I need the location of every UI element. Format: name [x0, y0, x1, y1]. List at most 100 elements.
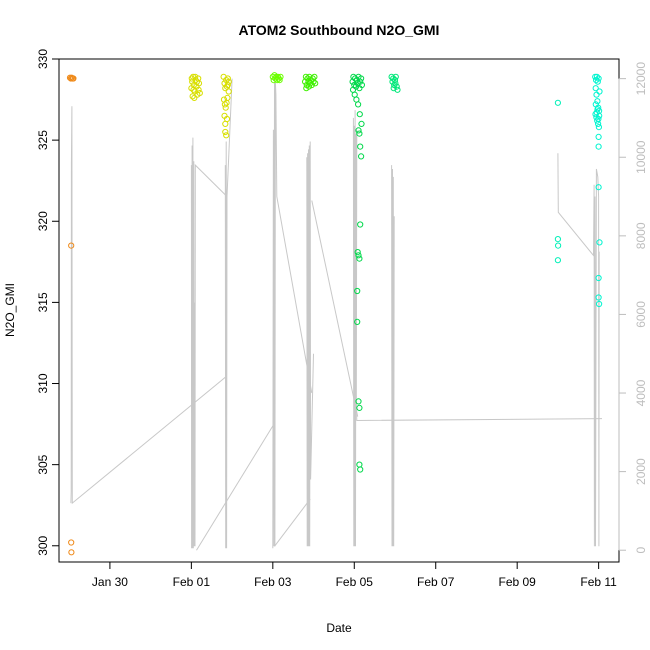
- data-point: [355, 101, 362, 108]
- data-point: [554, 257, 562, 264]
- data-point: [595, 294, 602, 301]
- data-point: [224, 81, 231, 89]
- data-point: [595, 133, 602, 140]
- data-point: [593, 91, 600, 98]
- data-point: [356, 111, 363, 118]
- data-point: [358, 120, 365, 128]
- data-point: [193, 78, 200, 85]
- y2-tick-label: 4000: [634, 379, 648, 406]
- data-point: [595, 115, 602, 123]
- y2-tick-label: 2000: [634, 458, 648, 485]
- altitude-line: [311, 200, 359, 417]
- data-point: [592, 85, 599, 92]
- data-point: [309, 75, 316, 82]
- data-point: [305, 83, 312, 90]
- x-tick-label: Jan 30: [92, 575, 128, 589]
- data-point: [594, 78, 601, 85]
- altitude-lines: [70, 78, 603, 551]
- data-point: [357, 78, 364, 85]
- data-point: [221, 101, 228, 108]
- data-point: [355, 252, 362, 259]
- data-point: [594, 98, 601, 105]
- y2-tick-label: 6000: [634, 301, 648, 328]
- data-point: [312, 80, 319, 87]
- data-point: [392, 73, 399, 80]
- y2-tick-label: 12000: [634, 62, 648, 96]
- x-tick-label: Feb 03: [254, 575, 292, 589]
- data-point: [311, 73, 318, 80]
- data-point: [223, 132, 230, 139]
- data-point: [189, 93, 196, 100]
- x-tick-label: Feb 07: [417, 575, 455, 589]
- data-point: [595, 184, 602, 191]
- data-point: [271, 72, 278, 79]
- data-point: [594, 106, 601, 113]
- data-point: [595, 75, 602, 82]
- x-tick-label: Feb 11: [580, 575, 617, 589]
- data-point: [356, 404, 363, 411]
- data-point: [195, 86, 202, 93]
- y-axis-label: N2O_GMI: [3, 283, 17, 337]
- data-point: [224, 94, 231, 102]
- data-point: [390, 85, 397, 92]
- data-point: [596, 239, 603, 246]
- data-point: [356, 255, 363, 262]
- data-point: [66, 74, 74, 81]
- data-point: [276, 77, 283, 84]
- y2-tick-label: 8000: [634, 222, 648, 249]
- x-axis-label: Date: [326, 621, 352, 635]
- altitude-line: [196, 424, 275, 551]
- data-point: [595, 143, 602, 150]
- plot-frame: [58, 58, 620, 563]
- data-point: [358, 75, 365, 82]
- data-point: [355, 127, 362, 134]
- y-tick-label: 305: [36, 454, 50, 474]
- data-point: [592, 73, 599, 80]
- data-point: [356, 461, 363, 468]
- y-tick-label: 315: [36, 292, 50, 312]
- data-point: [222, 104, 229, 111]
- data-point: [356, 130, 363, 137]
- data-point: [355, 398, 362, 405]
- data-point: [394, 86, 401, 93]
- altitude-line: [224, 78, 233, 549]
- data-point: [222, 128, 229, 136]
- data-point: [223, 115, 231, 123]
- x-tick-label: Feb 09: [499, 575, 537, 589]
- altitude-line: [274, 498, 311, 547]
- data-point: [67, 75, 75, 82]
- data-points: [66, 72, 603, 556]
- y-tick-label: 300: [36, 535, 50, 555]
- chart-title: ATOM2 Southbound N2O_GMI: [239, 22, 440, 38]
- altitude-line: [391, 165, 395, 547]
- data-point: [191, 94, 198, 102]
- data-point: [596, 88, 603, 95]
- data-point: [358, 81, 365, 89]
- data-point: [393, 83, 400, 90]
- data-point: [354, 249, 361, 256]
- data-point: [274, 77, 281, 84]
- y2-tick-label: 0: [634, 547, 648, 554]
- data-point: [596, 300, 603, 308]
- data-point: [277, 73, 284, 80]
- axes: 300 305 310 315 320 325 330 0 2000 4000 6000 8000 10…: [36, 49, 648, 589]
- data-point: [70, 75, 77, 82]
- data-point: [593, 109, 600, 116]
- altitude-line: [272, 82, 313, 549]
- data-point: [357, 221, 364, 228]
- data-point: [196, 90, 203, 97]
- x-tick-label: Feb 05: [336, 575, 374, 589]
- data-point: [358, 153, 365, 160]
- data-point: [357, 466, 364, 473]
- data-point: [554, 99, 562, 106]
- data-point: [555, 242, 562, 249]
- data-point: [595, 124, 603, 131]
- data-point: [595, 274, 602, 282]
- y-tick-label: 330: [36, 49, 50, 69]
- data-point: [554, 236, 562, 243]
- data-point: [352, 75, 359, 82]
- data-point: [302, 73, 309, 80]
- y-tick-label: 325: [36, 130, 50, 150]
- data-point: [225, 78, 232, 85]
